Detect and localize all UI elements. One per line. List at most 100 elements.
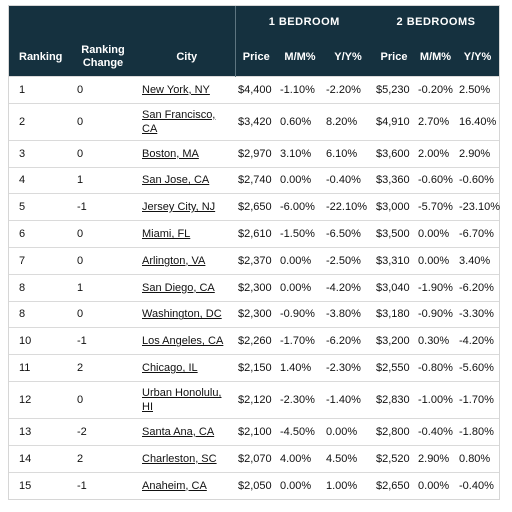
mm-1br-cell: 3.10% bbox=[277, 139, 323, 168]
ranking-change-cell: -1 bbox=[67, 471, 139, 499]
table-row: 6 0 Miami, FL $2,610 -1.50% -6.50% $3,500 0.00%… bbox=[9, 220, 500, 248]
table-row: 5 -1 Jersey City, NJ $2,650 -6.00% -22.10% $3,… bbox=[9, 193, 500, 221]
yy-1br-cell: -4.20% bbox=[323, 273, 374, 302]
price-2br-cell: $5,230 bbox=[373, 76, 416, 104]
ranking-change-cell: -1 bbox=[67, 193, 139, 221]
city-cell: Charleston, SC bbox=[139, 444, 235, 473]
city-link[interactable]: Urban Honolulu, HI bbox=[142, 386, 222, 413]
mm-1br-cell: -0.90% bbox=[277, 300, 323, 328]
city-link[interactable]: Miami, FL bbox=[142, 228, 191, 241]
yy-2br-cell: -23.10% bbox=[456, 193, 500, 221]
ranking-cell: 14 bbox=[9, 444, 67, 473]
price-1br-cell: $2,740 bbox=[235, 166, 277, 194]
mm-2br-cell: -1.00% bbox=[415, 380, 457, 419]
column-header-yy-2br[interactable]: Y/Y% bbox=[456, 38, 500, 77]
mm-2br-cell: -0.90% bbox=[415, 300, 457, 328]
yy-1br-cell: -22.10% bbox=[323, 193, 374, 221]
table-row: 13 -2 Santa Ana, CA $2,100 -4.50% 0.00% $2,800… bbox=[9, 417, 500, 446]
yy-1br-cell: 4.50% bbox=[323, 444, 374, 473]
ranking-change-cell: 1 bbox=[67, 273, 139, 302]
column-header-ranking[interactable]: Ranking bbox=[9, 38, 67, 77]
yy-2br-cell: -1.80% bbox=[456, 417, 500, 446]
table-row: 3 0 Boston, MA $2,970 3.10% 6.10% $3,600 2.00% 2… bbox=[9, 139, 500, 168]
table-row: 8 0 Washington, DC $2,300 -0.90% -3.80% $3,180… bbox=[9, 300, 500, 328]
table-body: 1 0 New York, NY $4,400 -1.10% -2.20% $5,230 -0… bbox=[9, 76, 500, 499]
ranking-cell: 10 bbox=[9, 327, 67, 355]
mm-2br-cell: -0.40% bbox=[415, 417, 457, 446]
ranking-change-cell: 0 bbox=[67, 246, 139, 275]
price-1br-cell: $2,300 bbox=[235, 273, 277, 302]
ranking-change-cell: -1 bbox=[67, 327, 139, 355]
column-header-price-1br[interactable]: Price bbox=[234, 38, 277, 77]
city-link[interactable]: Santa Ana, CA bbox=[142, 425, 215, 438]
yy-2br-cell: -1.70% bbox=[456, 380, 500, 419]
price-1br-cell: $2,070 bbox=[235, 444, 277, 473]
yy-2br-cell: -6.20% bbox=[456, 273, 500, 302]
price-2br-cell: $2,650 bbox=[373, 471, 416, 499]
price-2br-cell: $2,800 bbox=[373, 417, 416, 446]
price-1br-cell: $2,370 bbox=[235, 246, 277, 275]
mm-1br-cell: 0.00% bbox=[277, 273, 323, 302]
column-header-city[interactable]: City bbox=[139, 38, 235, 77]
city-cell: Urban Honolulu, HI bbox=[139, 380, 235, 419]
yy-1br-cell: 0.00% bbox=[323, 417, 374, 446]
city-cell: San Francisco, CA bbox=[139, 102, 235, 141]
city-link[interactable]: Arlington, VA bbox=[142, 254, 206, 267]
price-2br-cell: $3,310 bbox=[373, 246, 416, 275]
city-link[interactable]: Los Angeles, CA bbox=[142, 335, 224, 348]
column-header-ranking-change[interactable]: Ranking Change bbox=[67, 38, 139, 77]
mm-1br-cell: 0.60% bbox=[277, 102, 323, 141]
city-link[interactable]: Jersey City, NJ bbox=[142, 201, 216, 214]
yy-1br-cell: 6.10% bbox=[323, 139, 374, 168]
price-2br-cell: $2,520 bbox=[373, 444, 416, 473]
price-2br-cell: $4,910 bbox=[373, 102, 416, 141]
header-group-2-bedrooms: 2 BEDROOMS bbox=[373, 6, 500, 38]
price-1br-cell: $4,400 bbox=[235, 76, 277, 104]
city-link[interactable]: Charleston, SC bbox=[142, 452, 217, 465]
price-1br-cell: $2,610 bbox=[235, 220, 277, 248]
column-header-mm-1br[interactable]: M/M% bbox=[277, 38, 323, 77]
column-header-mm-2br[interactable]: M/M% bbox=[415, 38, 457, 77]
city-cell: New York, NY bbox=[139, 76, 235, 104]
table-row: 14 2 Charleston, SC $2,070 4.00% 4.50% $2,520 2… bbox=[9, 444, 500, 473]
yy-2br-cell: -6.70% bbox=[456, 220, 500, 248]
city-link[interactable]: San Jose, CA bbox=[142, 174, 210, 187]
table-row: 12 0 Urban Honolulu, HI $2,120 -2.30% -1.40% $… bbox=[9, 380, 500, 419]
yy-1br-cell: 1.00% bbox=[323, 471, 374, 499]
mm-2br-cell: -0.60% bbox=[415, 166, 457, 194]
city-link[interactable]: Washington, DC bbox=[142, 308, 222, 321]
ranking-change-cell: 0 bbox=[67, 76, 139, 104]
mm-2br-cell: 0.00% bbox=[415, 246, 457, 275]
yy-2br-cell: 0.80% bbox=[456, 444, 500, 473]
ranking-cell: 1 bbox=[9, 76, 67, 104]
mm-2br-cell: -0.80% bbox=[415, 354, 457, 382]
price-1br-cell: $2,050 bbox=[235, 471, 277, 499]
column-header-yy-1br[interactable]: Y/Y% bbox=[323, 38, 374, 77]
price-2br-cell: $3,500 bbox=[373, 220, 416, 248]
city-link[interactable]: San Diego, CA bbox=[142, 281, 215, 294]
ranking-cell: 6 bbox=[9, 220, 67, 248]
rent-ranking-table: 1 BEDROOM 2 BEDROOMS Ranking Ranking Cha… bbox=[9, 6, 500, 499]
mm-1br-cell: 0.00% bbox=[277, 471, 323, 499]
city-link[interactable]: Boston, MA bbox=[142, 147, 199, 160]
ranking-change-cell: 2 bbox=[67, 444, 139, 473]
ranking-change-cell: 0 bbox=[67, 102, 139, 141]
city-link[interactable]: Anaheim, CA bbox=[142, 479, 207, 492]
city-link[interactable]: New York, NY bbox=[142, 83, 210, 96]
city-cell: Santa Ana, CA bbox=[139, 417, 235, 446]
mm-1br-cell: 0.00% bbox=[277, 246, 323, 275]
mm-2br-cell: 0.00% bbox=[415, 220, 457, 248]
column-header-price-2br[interactable]: Price bbox=[373, 38, 416, 77]
ranking-change-cell: 0 bbox=[67, 380, 139, 419]
price-1br-cell: $2,120 bbox=[235, 380, 277, 419]
city-cell: Anaheim, CA bbox=[139, 471, 235, 499]
city-link[interactable]: Chicago, IL bbox=[142, 362, 198, 375]
price-2br-cell: $2,830 bbox=[373, 380, 416, 419]
price-1br-cell: $3,420 bbox=[235, 102, 277, 141]
table-row: 7 0 Arlington, VA $2,370 0.00% -2.50% $3,310 0.… bbox=[9, 246, 500, 275]
yy-1br-cell: -3.80% bbox=[323, 300, 374, 328]
mm-2br-cell: 0.00% bbox=[415, 471, 457, 499]
city-link[interactable]: San Francisco, CA bbox=[142, 108, 216, 135]
table-row: 10 -1 Los Angeles, CA $2,260 -1.70% -6.20% $3,… bbox=[9, 327, 500, 355]
mm-2br-cell: -1.90% bbox=[415, 273, 457, 302]
